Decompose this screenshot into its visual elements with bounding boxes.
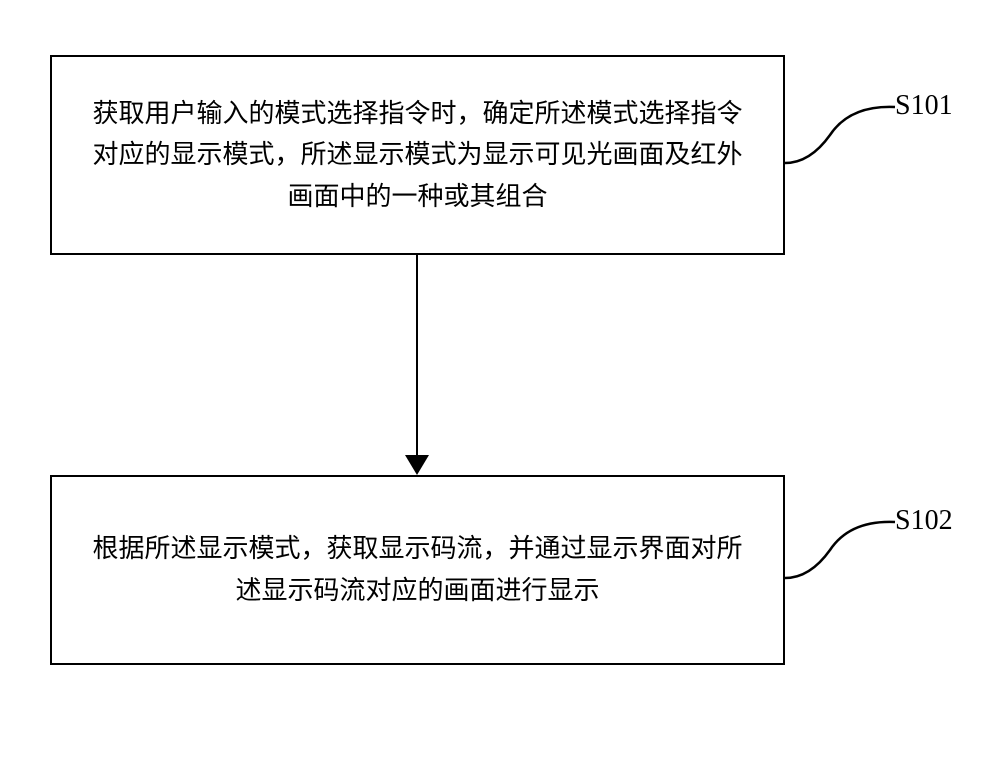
step-label-s102: S102 [895, 505, 953, 537]
flow-arrow-head [405, 455, 429, 475]
flow-step-s101-text: 获取用户输入的模式选择指令时，确定所述模式选择指令对应的显示模式，所述显示模式为… [82, 93, 753, 218]
flow-arrow-line [416, 255, 418, 460]
connector-squiggle-s101 [785, 95, 900, 175]
flow-step-s102-text: 根据所述显示模式，获取显示码流，并通过显示界面对所述显示码流对应的画面进行显示 [82, 528, 753, 611]
flow-step-s102: 根据所述显示模式，获取显示码流，并通过显示界面对所述显示码流对应的画面进行显示 [50, 475, 785, 665]
step-label-s101: S101 [895, 90, 953, 122]
connector-squiggle-s102 [785, 510, 900, 590]
flow-step-s101: 获取用户输入的模式选择指令时，确定所述模式选择指令对应的显示模式，所述显示模式为… [50, 55, 785, 255]
